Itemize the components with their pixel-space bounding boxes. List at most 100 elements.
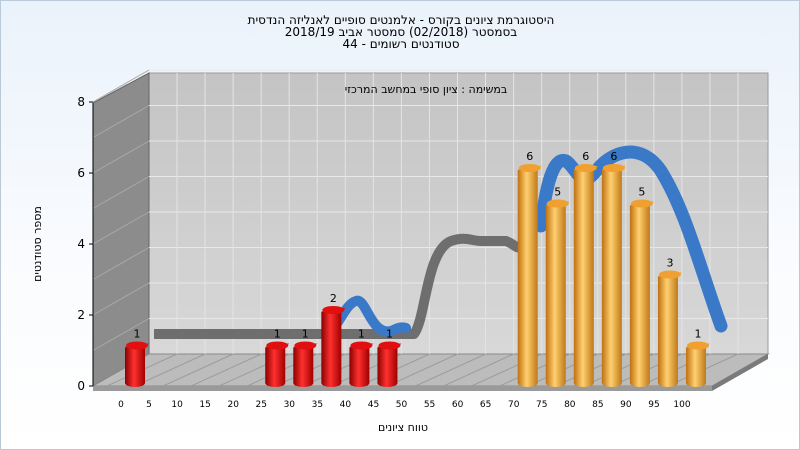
x-tick-label: 0 [118, 400, 124, 410]
gridline-side [92, 318, 150, 351]
bar-value-label: 1 [358, 328, 365, 341]
bar-value-label: 1 [274, 328, 281, 341]
histogram-bar [629, 199, 654, 387]
trend-line-blue-right [534, 145, 728, 333]
trend-line-blue [326, 295, 411, 337]
x-tick-label: 55 [424, 400, 435, 410]
gridline-side [92, 211, 150, 245]
histogram-bar [293, 341, 318, 387]
x-tick-label: 75 [536, 400, 547, 410]
y-axis-label: מספר סטודנטים [31, 206, 44, 282]
histogram-bar [601, 164, 626, 387]
gridline-side [92, 247, 150, 280]
x-tick-label: 30 [284, 400, 296, 410]
y-tick-label: 2 [77, 308, 85, 322]
gridline-side [92, 140, 150, 174]
x-tick-label: 15 [199, 400, 210, 410]
chart-title-line-2: בסמסטר (02/2018) סמסטר אביב 2018/19 [284, 25, 518, 39]
histogram-bar [349, 341, 374, 387]
bar-body [657, 276, 678, 387]
front-floor-edge [93, 386, 712, 391]
bar-body [601, 170, 622, 387]
chart-title-line-3: סטודנטים רשומים - 44 [342, 37, 460, 51]
bar-body [545, 205, 566, 387]
x-tick-label: 45 [368, 400, 379, 410]
right-floor-edge [712, 354, 768, 391]
floor-gridline [415, 353, 486, 387]
floor-gridline [134, 353, 206, 387]
bar-value-label: 3 [666, 257, 673, 270]
bar-cap [322, 306, 345, 314]
x-tick-label: 50 [396, 400, 408, 410]
x-axis-tick-labels: 0 5 10 15 20 25 30 35 40 45 50 55 60 65 70 75 80 85 90 95 10… [118, 400, 691, 410]
histogram-bar [321, 306, 346, 387]
histogram-bar [686, 341, 710, 387]
y-tick-label: 0 [77, 379, 85, 393]
bar-cap [126, 341, 148, 350]
histogram-bar [657, 270, 682, 387]
histogram-bar [545, 199, 570, 387]
bar-body [517, 170, 538, 387]
bar-value-label: 1 [134, 328, 141, 341]
x-tick-label: 10 [171, 400, 183, 410]
y-tick-label: 8 [77, 95, 85, 109]
x-tick-label: 60 [452, 400, 464, 410]
bar-cap [658, 270, 681, 279]
bar-value-label: 5 [554, 186, 561, 199]
histogram-bar [125, 341, 149, 387]
y-tick-label: 4 [77, 237, 85, 251]
bar-cap [687, 341, 709, 350]
bar-value-label: 1 [695, 328, 702, 341]
bar-body [125, 347, 145, 387]
left-side-wall [92, 72, 150, 387]
bar-cap [294, 341, 317, 350]
gridline-side [92, 69, 150, 103]
bar-cap [350, 341, 373, 350]
y-axis-tick-labels: 0 2 4 6 8 [77, 95, 85, 393]
gridline-side [92, 105, 150, 138]
bar-value-label: 2 [330, 292, 337, 305]
bar-cap [602, 164, 625, 172]
bar-body [629, 205, 650, 387]
bar-body [321, 312, 342, 387]
x-tick-label: 100 [673, 400, 690, 410]
histogram-bar [377, 341, 402, 387]
histogram-bar [517, 164, 542, 387]
x-tick-label: 65 [480, 400, 491, 410]
x-tick-label: 20 [227, 400, 239, 410]
trend-line-gray [154, 233, 523, 339]
histogram-bars [125, 164, 710, 387]
bar-value-label: 5 [638, 186, 645, 199]
x-tick-label: 90 [620, 400, 632, 410]
bar-body [265, 347, 286, 387]
x-axis-label: טווח ציונים [378, 421, 428, 434]
bar-cap [574, 164, 597, 172]
x-tick-label: 5 [146, 400, 152, 410]
bar-value-label: 6 [610, 150, 617, 163]
bar-cap [630, 199, 653, 208]
gridline-side [92, 282, 150, 316]
chart-subtitle: במשימה : ציון סופי במחשב המרכזי [345, 83, 508, 96]
histogram-bar [573, 164, 598, 387]
bar-body [573, 170, 594, 387]
floor-gridline [190, 353, 262, 387]
bar-cap [546, 199, 569, 208]
x-tick-label: 80 [564, 400, 576, 410]
bar-body [377, 347, 398, 387]
x-tick-label: 70 [508, 400, 520, 410]
x-tick-label: 40 [340, 400, 352, 410]
floor-gridline [387, 353, 458, 387]
y-tick-label: 6 [77, 166, 85, 180]
floor-gridline [443, 353, 514, 387]
bar-cap [518, 164, 541, 172]
bar-value-label: 6 [526, 150, 533, 163]
bar-cap [266, 341, 289, 350]
floor-gridline [162, 353, 234, 387]
bar-body [293, 347, 314, 387]
bar-value-label: 1 [302, 328, 309, 341]
bar-cap [378, 341, 401, 350]
bar-data-labels: 1 1 1 2 1 1 6 5 6 6 5 3 1 [134, 150, 702, 341]
x-tick-label: 35 [312, 400, 323, 410]
gridline-side [92, 176, 150, 209]
